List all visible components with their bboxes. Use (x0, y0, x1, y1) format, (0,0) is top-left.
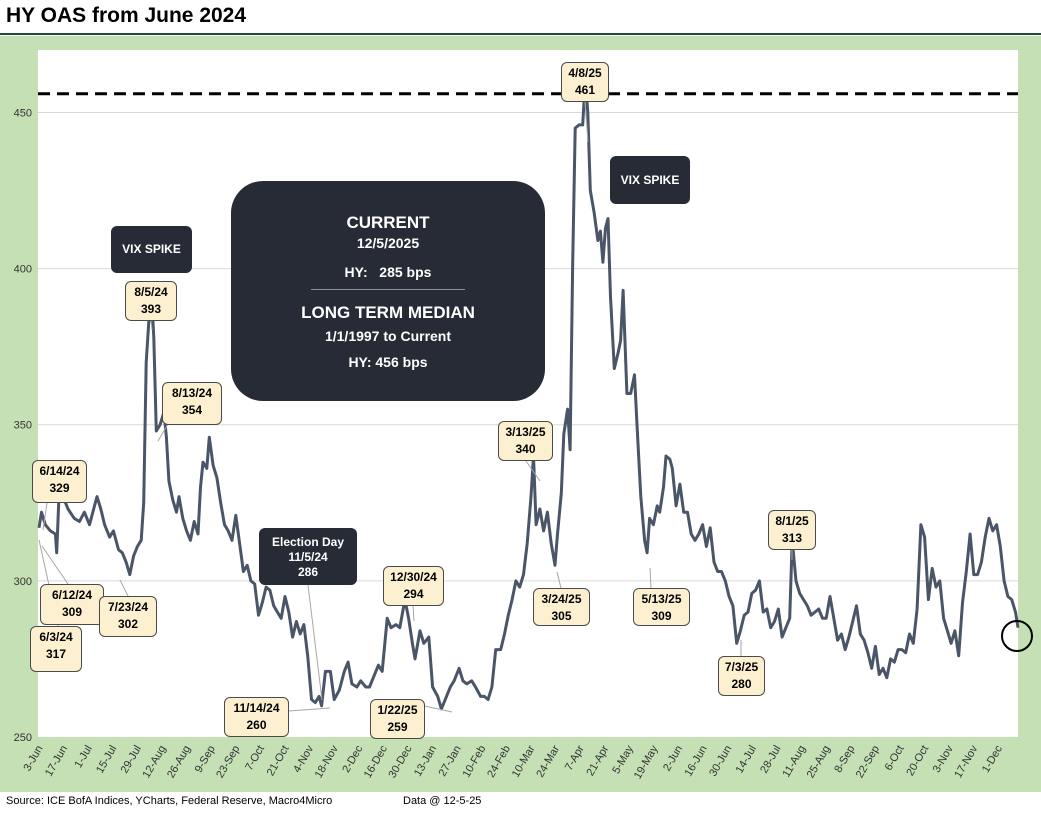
median-label: LONG TERM MEDIAN (301, 303, 475, 322)
data-date-note: Data @ 12-5-25 (403, 795, 482, 807)
y-tick-label: 300 (14, 576, 32, 588)
callout-leader-line (41, 545, 69, 585)
current-value: HY: 285 bps (344, 264, 432, 280)
median-range: 1/1/1997 to Current (324, 328, 452, 344)
title-divider (0, 33, 1041, 35)
vix-spike-tag-1: VIX SPIKE (111, 226, 192, 273)
election-date: 11/5/24 (288, 550, 328, 564)
callout-3-13-25: 3/13/25 340 (498, 421, 553, 461)
chart-title: HY OAS from June 2024 (6, 4, 247, 27)
callout-leader-line (525, 460, 541, 482)
hy-oas-series-line (37, 76, 1020, 711)
callout-leader-line (119, 579, 129, 597)
source-note: Source: ICE BofA Indices, YCharts, Feder… (6, 795, 333, 807)
callout-6-12-24: 6/12/24 309 (40, 584, 104, 625)
y-tick-label: 450 (14, 107, 32, 119)
callout-leader-line (157, 423, 169, 442)
election-label: Election Day (271, 535, 345, 549)
vix-spike-tag-2: VIX SPIKE (610, 156, 690, 204)
y-tick-label: 400 (14, 264, 32, 276)
callout-leader-line (649, 567, 652, 589)
callout-7-23-24: 7/23/24 302 (99, 596, 157, 637)
callout-7-3-25: 7/3/25 280 (718, 656, 765, 696)
callout-leader-line (150, 320, 153, 331)
info-divider (311, 289, 465, 290)
callout-leader-line (412, 604, 415, 622)
callout-11-14-24: 11/14/24 260 (224, 697, 289, 737)
current-date: 12/5/2025 (356, 235, 420, 251)
callout-1-22-25: 1/22/25 259 (370, 699, 425, 739)
election-day-tag: Election Day 11/5/24 286 (259, 528, 357, 585)
callout-3-24-25: 3/24/25 305 (533, 588, 590, 626)
callout-leader-line (307, 584, 323, 701)
callout-4-8-25: 4/8/25 461 (561, 62, 609, 102)
election-value: 286 (297, 565, 319, 579)
median-value: HY: 456 bps (348, 354, 428, 370)
y-tick-label: 350 (14, 420, 32, 432)
y-tick-label: 250 (14, 732, 32, 744)
callout-12-30-24: 12/30/24 294 (383, 566, 444, 606)
callout-6-3-24: 6/3/24 317 (30, 626, 82, 672)
callout-leader-line (288, 707, 331, 712)
callout-leader-line (584, 101, 589, 143)
current-value-marker (1001, 620, 1033, 652)
callout-5-13-25: 5/13/25 309 (633, 588, 690, 626)
callout-leader-line (42, 502, 48, 531)
callout-8-1-25: 8/1/25 313 (768, 510, 816, 550)
callout-8-5-24: 8/5/24 393 (125, 281, 177, 321)
callout-leader-line (556, 571, 562, 589)
callout-8-13-24: 8/13/24 354 (162, 382, 222, 425)
current-label: CURRENT (346, 213, 430, 232)
info-box: CURRENT 12/5/2025 HY: 285 bps LONG TERM … (231, 181, 545, 401)
callout-6-14-24: 6/14/24 329 (32, 460, 87, 503)
